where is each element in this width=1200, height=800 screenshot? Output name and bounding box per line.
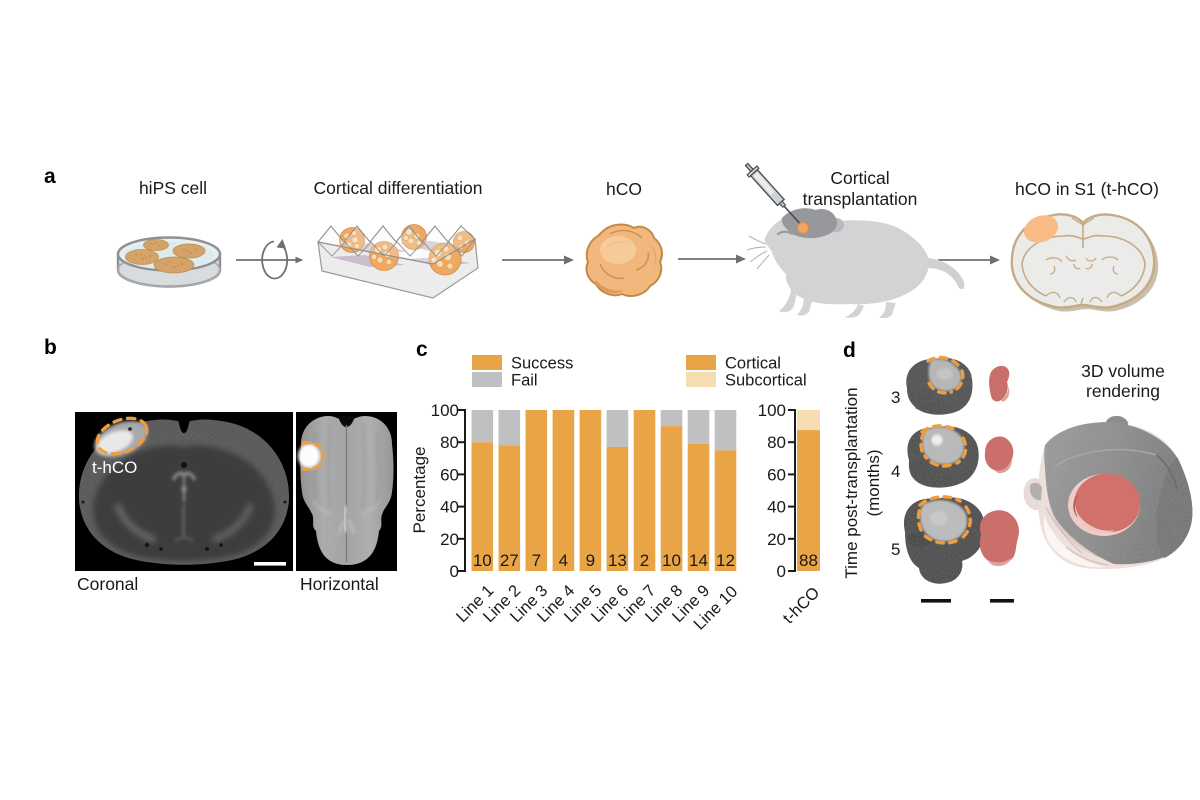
svg-text:27: 27 [500, 551, 519, 570]
svg-text:40: 40 [767, 498, 786, 517]
svg-text:80: 80 [440, 433, 459, 452]
svg-text:13: 13 [608, 551, 627, 570]
svg-text:5: 5 [891, 540, 900, 559]
svg-text:Fail: Fail [511, 372, 538, 390]
svg-text:10: 10 [473, 551, 492, 570]
svg-text:80: 80 [767, 433, 786, 452]
svg-text:Time post-transplantation: Time post-transplantation [842, 387, 861, 578]
svg-text:7: 7 [532, 551, 541, 570]
svg-text:60: 60 [767, 466, 786, 485]
svg-text:4: 4 [559, 551, 568, 570]
svg-text:3: 3 [891, 388, 900, 407]
svg-text:9: 9 [586, 551, 595, 570]
svg-text:Cortical: Cortical [725, 355, 781, 373]
svg-text:10: 10 [662, 551, 681, 570]
svg-text:40: 40 [440, 498, 459, 517]
svg-text:4: 4 [891, 462, 900, 481]
svg-text:0: 0 [777, 562, 786, 581]
svg-text:12: 12 [716, 551, 735, 570]
svg-text:2: 2 [640, 551, 649, 570]
svg-text:Success: Success [511, 355, 573, 373]
svg-text:Subcortical: Subcortical [725, 372, 807, 390]
svg-text:20: 20 [767, 530, 786, 549]
svg-text:20: 20 [440, 530, 459, 549]
svg-text:t-hCO: t-hCO [779, 583, 823, 627]
svg-text:Percentage: Percentage [410, 447, 429, 534]
svg-text:60: 60 [440, 466, 459, 485]
svg-text:t-hCO: t-hCO [92, 458, 137, 477]
svg-text:100: 100 [758, 401, 786, 420]
svg-text:0: 0 [450, 562, 459, 581]
svg-text:14: 14 [689, 551, 708, 570]
svg-text:(months): (months) [864, 449, 883, 516]
svg-text:88: 88 [799, 551, 818, 570]
svg-text:100: 100 [431, 401, 459, 420]
